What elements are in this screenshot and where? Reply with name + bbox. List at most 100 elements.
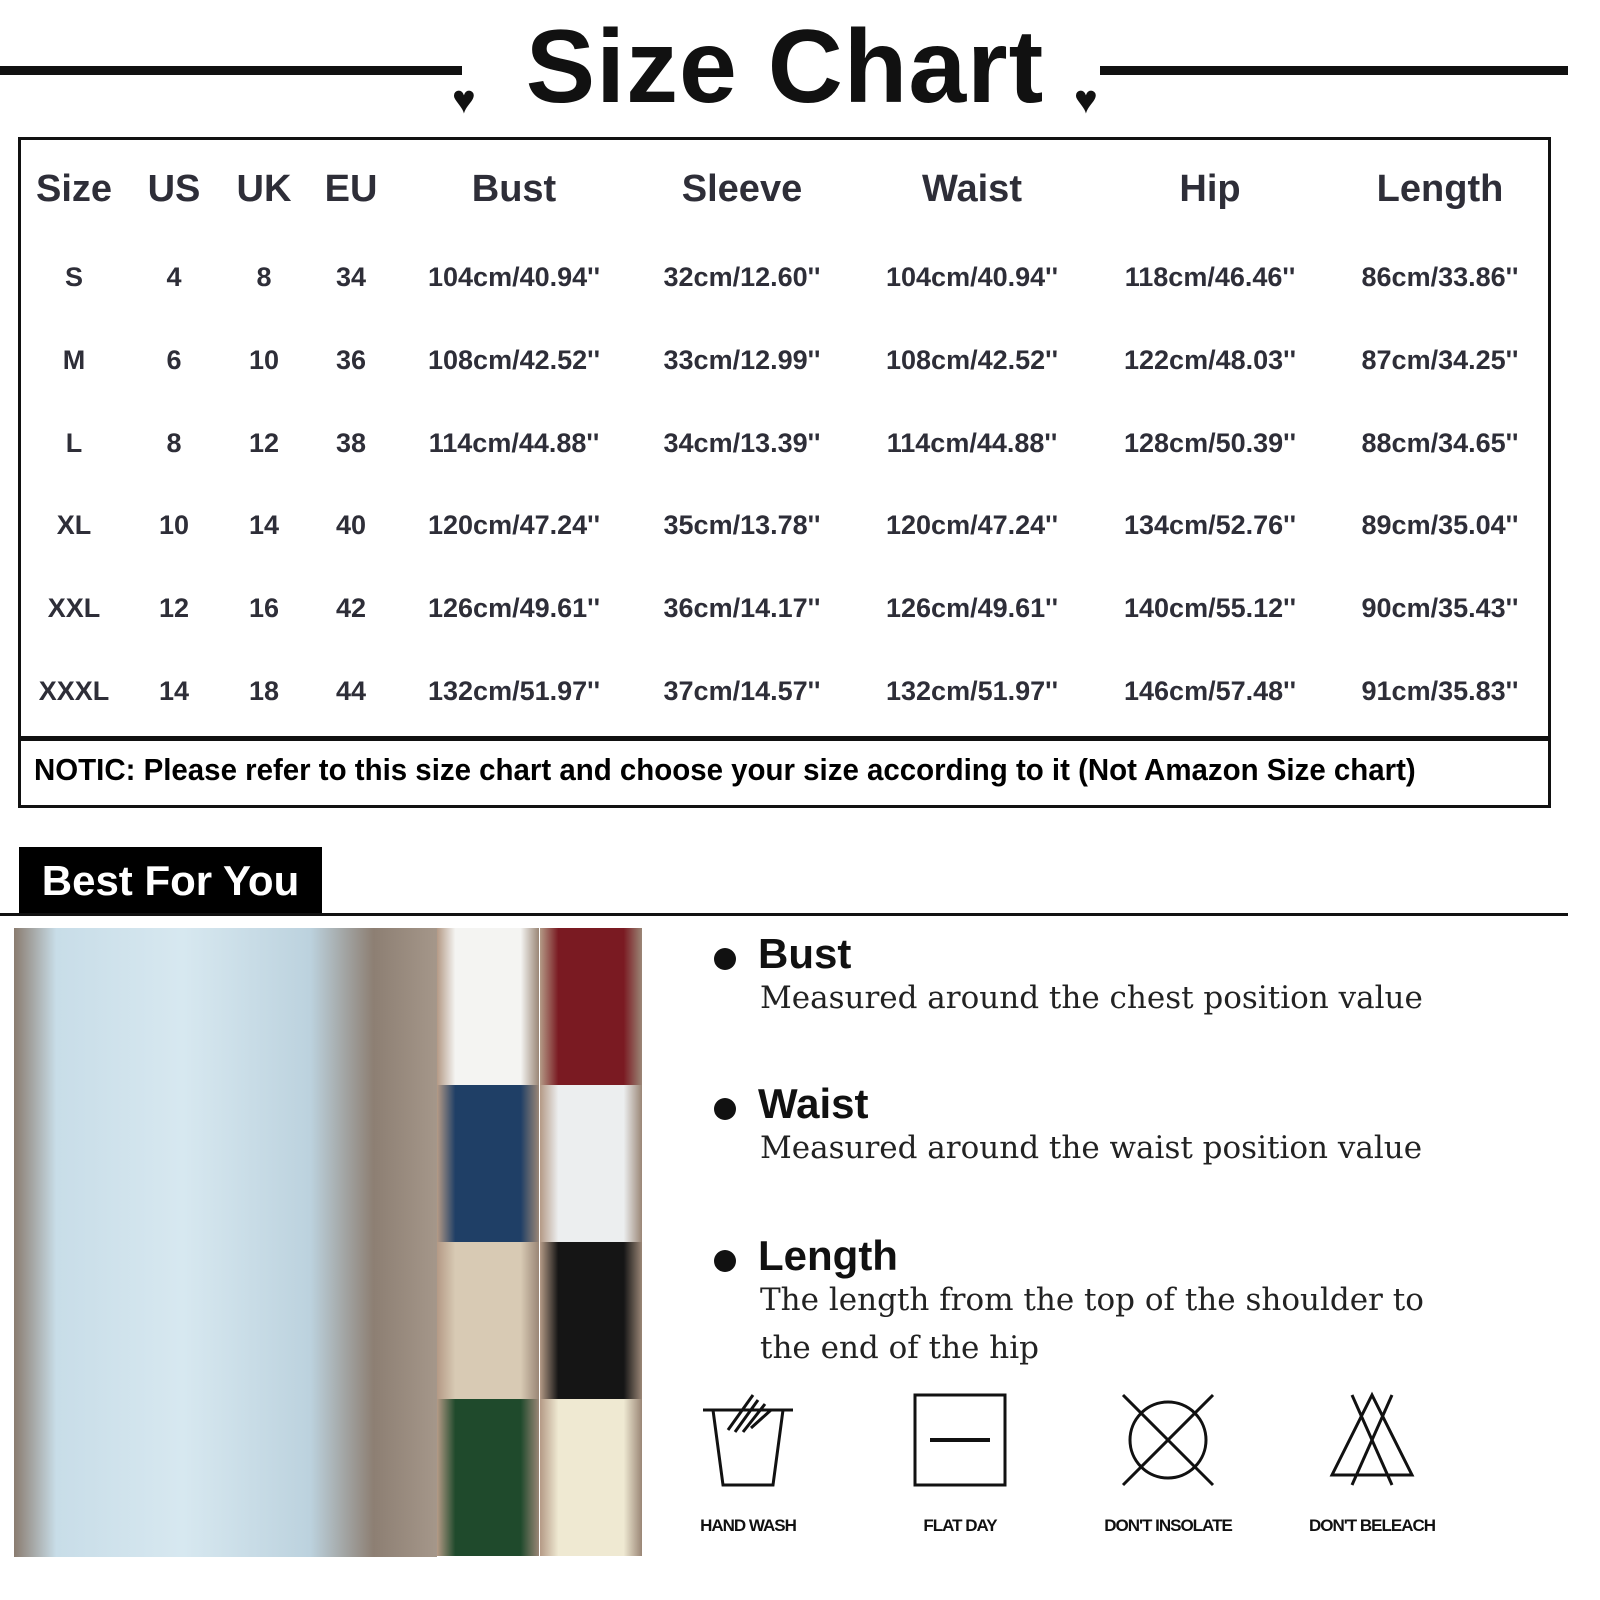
table-cell: 132cm/51.97'' xyxy=(428,676,600,706)
color-variant-thumbnail xyxy=(540,1085,642,1242)
column-header: Waist xyxy=(922,168,1022,210)
table-cell: 34cm/13.39'' xyxy=(663,428,821,458)
table-cell: 32cm/12.60'' xyxy=(663,262,821,292)
measurement-name: Bust xyxy=(758,930,852,977)
hand-wash-icon xyxy=(703,1394,793,1487)
measurement-name: Length xyxy=(758,1232,898,1279)
heart-icon: ♥ xyxy=(452,78,476,122)
table-cell: 10 xyxy=(158,510,190,540)
color-variant-thumbnail xyxy=(540,1399,642,1556)
table-cell: 8 xyxy=(256,262,272,292)
table-cell: 33cm/12.99'' xyxy=(663,345,821,375)
column-header: Sleeve xyxy=(681,168,803,210)
table-cell: L xyxy=(65,428,83,458)
table-cell: 146cm/57.48'' xyxy=(1124,676,1296,706)
title-rule-right xyxy=(1100,66,1568,75)
color-variant-thumbnail xyxy=(437,1242,539,1399)
table-cell: 114cm/44.88'' xyxy=(886,428,1058,458)
bullet-icon xyxy=(714,1250,736,1272)
column-header: Length xyxy=(1376,168,1504,210)
page-title: Size Chart xyxy=(525,9,1045,125)
table-cell: 34 xyxy=(335,262,367,292)
measurement-description: the end of the hip xyxy=(760,1330,1039,1366)
table-cell: 126cm/49.61'' xyxy=(886,593,1058,623)
size-notice: NOTIC: Please refer to this size chart a… xyxy=(34,752,1416,787)
color-variant-thumbnail xyxy=(437,1399,539,1556)
table-cell: 86cm/33.86'' xyxy=(1361,262,1519,292)
table-cell: 126cm/49.61'' xyxy=(428,593,600,623)
color-variant-thumbnail xyxy=(437,928,539,1085)
table-cell: 42 xyxy=(335,593,367,623)
care-label: DON'T INSOLATE xyxy=(1104,1516,1233,1535)
table-cell: 128cm/50.39'' xyxy=(1124,428,1296,458)
table-cell: 108cm/42.52'' xyxy=(886,345,1058,375)
table-cell: 120cm/47.24'' xyxy=(428,510,600,540)
care-label: FLAT DAY xyxy=(923,1516,997,1535)
table-divider xyxy=(18,736,1548,741)
do-not-bleach-icon xyxy=(1329,1391,1415,1486)
table-cell: 89cm/35.04'' xyxy=(1361,510,1519,540)
table-cell: 44 xyxy=(335,676,367,706)
care-label: DON'T BELEACH xyxy=(1308,1516,1436,1535)
table-cell: XL xyxy=(56,510,92,540)
table-cell: 114cm/44.88'' xyxy=(428,428,600,458)
section-divider xyxy=(0,913,1568,916)
table-cell: S xyxy=(64,262,84,292)
table-cell: 108cm/42.52'' xyxy=(428,345,600,375)
table-cell: 104cm/40.94'' xyxy=(428,262,600,292)
table-cell: 36cm/14.17'' xyxy=(663,593,821,623)
size-table xyxy=(18,137,1551,808)
title-rule-left xyxy=(0,66,462,75)
table-cell: 88cm/34.65'' xyxy=(1361,428,1519,458)
column-header: Size xyxy=(35,168,113,210)
table-cell: 132cm/51.97'' xyxy=(886,676,1058,706)
measurement-description: Measured around the waist position value xyxy=(760,1130,1423,1166)
column-header: UK xyxy=(236,168,292,210)
table-cell: 104cm/40.94'' xyxy=(886,262,1058,292)
heart-icon: ♥ xyxy=(1074,78,1098,122)
color-variant-thumbnail xyxy=(540,928,642,1085)
table-cell: 12 xyxy=(248,428,280,458)
table-cell: 18 xyxy=(248,676,280,706)
table-cell: XXL xyxy=(47,593,101,623)
table-cell: M xyxy=(62,345,86,375)
best-for-you-banner: Best For You xyxy=(19,847,322,914)
column-header: Hip xyxy=(1179,168,1241,210)
table-cell: 12 xyxy=(158,593,190,623)
table-cell: 140cm/55.12'' xyxy=(1124,593,1296,623)
measurement-name: Waist xyxy=(758,1080,869,1127)
table-cell: 87cm/34.25'' xyxy=(1361,345,1519,375)
table-cell: 37cm/14.57'' xyxy=(663,676,821,706)
measurement-description: The length from the top of the shoulder … xyxy=(760,1282,1424,1318)
table-cell: 118cm/46.46'' xyxy=(1124,262,1296,292)
table-cell: 8 xyxy=(166,428,182,458)
table-cell: 91cm/35.83'' xyxy=(1361,676,1519,706)
table-cell: 6 xyxy=(166,345,182,375)
column-header: Bust xyxy=(471,168,557,210)
table-cell: 122cm/48.03'' xyxy=(1124,345,1296,375)
care-label: HAND WASH xyxy=(700,1516,797,1535)
color-variant-thumbnail xyxy=(437,1085,539,1242)
table-cell: 40 xyxy=(335,510,367,540)
table-cell: 35cm/13.78'' xyxy=(663,510,821,540)
table-cell: 14 xyxy=(158,676,190,706)
table-cell: 38 xyxy=(335,428,367,458)
table-cell: XXXL xyxy=(38,676,110,706)
table-cell: 90cm/35.43'' xyxy=(1361,593,1519,623)
column-header: US xyxy=(147,168,201,210)
table-cell: 134cm/52.76'' xyxy=(1124,510,1296,540)
measurement-description: Measured around the chest position value xyxy=(760,980,1423,1016)
table-cell: 120cm/47.24'' xyxy=(886,510,1058,540)
table-cell: 4 xyxy=(166,262,182,292)
do-not-tumble-icon xyxy=(1121,1393,1215,1487)
flat-dry-icon xyxy=(913,1393,1007,1487)
table-cell: 36 xyxy=(335,345,367,375)
table-cell: 14 xyxy=(248,510,280,540)
color-variant-thumbnail xyxy=(540,1242,642,1399)
table-cell: 16 xyxy=(248,593,280,623)
table-cell: 10 xyxy=(248,345,280,375)
bullet-icon xyxy=(714,948,736,970)
product-photo xyxy=(14,928,437,1557)
column-header: EU xyxy=(324,168,378,210)
bullet-icon xyxy=(714,1098,736,1120)
